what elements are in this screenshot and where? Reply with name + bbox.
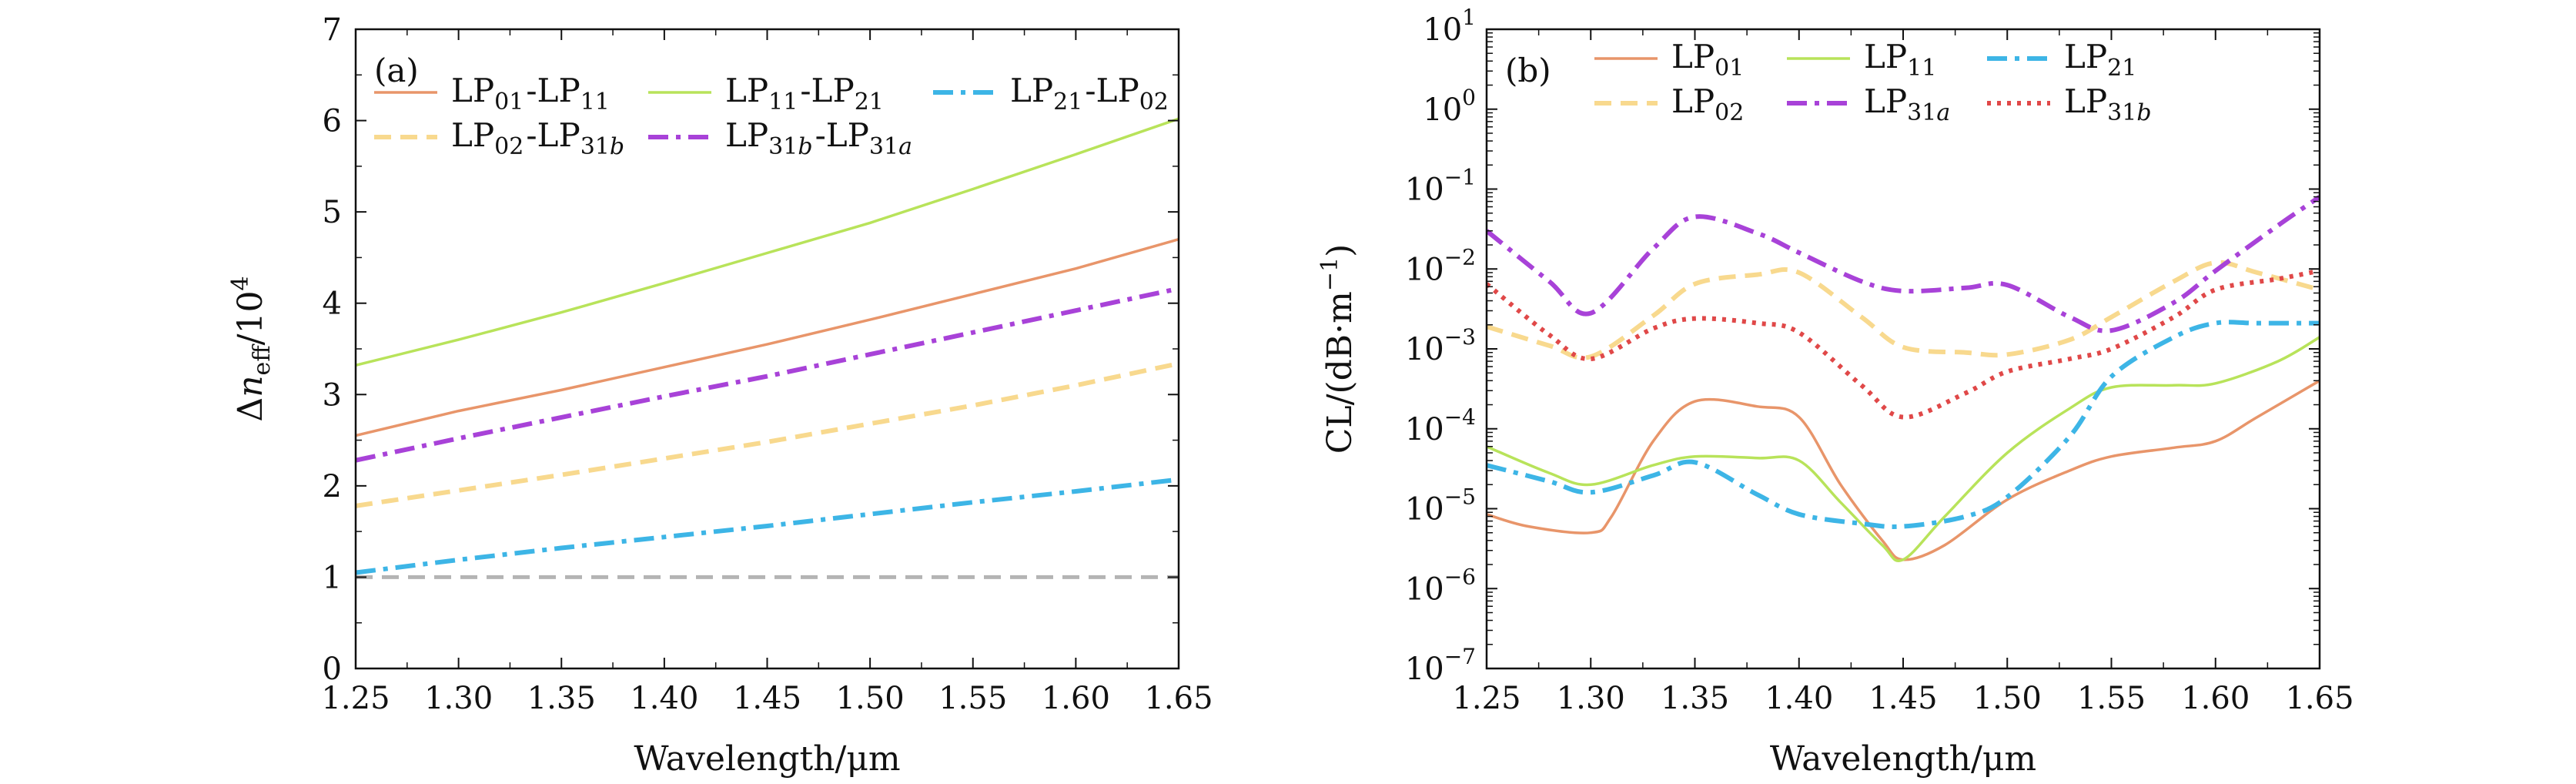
- x-tick-label: 1.60: [2181, 681, 2250, 716]
- series-line-lp31a: [1487, 195, 2320, 333]
- series-lp01-lp11-legend-label: LP01 -LP11: [451, 72, 612, 116]
- x-tick-label: 1.50: [1973, 681, 2042, 716]
- series-lp11-legend-label: LP11: [1864, 38, 1939, 82]
- panel-a: 1.25 1.30 1.35 1.40 1.45 1.50 1.55 1.60 1.65 0 1 2 3…: [227, 12, 1213, 779]
- x-tick-label: 1.55: [2077, 681, 2146, 716]
- y-axis-label: CL/(dB·m−1): [1316, 244, 1360, 454]
- x-tick-label: 1.55: [938, 681, 1007, 716]
- y-tick-label: 2: [323, 469, 342, 504]
- y-tick-label: 100: [1423, 85, 1476, 128]
- series-line-lp11-lp21: [356, 117, 1179, 367]
- legend: LP01 LP11 LP21 LP02 LP31a LP31b: [1594, 38, 2154, 126]
- series-lp31b-lp31a-legend-label: LP31b -LP31a: [725, 116, 915, 160]
- y-tick-label: 10−5: [1405, 484, 1476, 528]
- x-axis-label: Wavelength/μm: [634, 739, 900, 779]
- series-lp02-lp31b-legend-label: LP02 -LP31b: [451, 116, 627, 160]
- x-tick-label: 1.40: [630, 681, 698, 716]
- series-line-lp21-lp02: [356, 477, 1179, 575]
- x-tick-label: 1.30: [1557, 681, 1625, 716]
- x-tick-label: 1.35: [527, 681, 596, 716]
- x-tick-label: 1.25: [1452, 681, 1521, 716]
- series-line-lp01: [1487, 379, 2320, 561]
- y-tick-label: 5: [323, 195, 342, 230]
- y-axis-label: Δneff/104: [227, 276, 276, 421]
- panel-label: (a): [374, 52, 419, 89]
- series-lp11-lp21-legend-label: LP11 -LP21: [725, 72, 886, 116]
- legend: LP01 -LP11 LP11 -LP21 LP21 -LP02 LP02 -L…: [374, 72, 1171, 160]
- y-tick-label: 10−3: [1405, 324, 1476, 367]
- series-lp01-legend-label: LP01: [1671, 38, 1746, 82]
- y-tick-label: 10−2: [1405, 244, 1476, 287]
- series-lp31b-legend-label: LP31b: [2064, 82, 2154, 126]
- y-tick-label: 101: [1423, 5, 1476, 48]
- series-line-lp31b: [1487, 268, 2320, 420]
- x-tick-label: 1.45: [1868, 681, 1937, 716]
- y-tick-label: 6: [323, 104, 342, 139]
- series-line-lp01-lp11: [356, 238, 1179, 437]
- panel-label: (b): [1505, 52, 1551, 89]
- series-line-lp02-lp31b: [356, 361, 1179, 508]
- y-tick-label: 10−7: [1405, 644, 1476, 687]
- series-lp21-legend-label: LP21: [2064, 38, 2139, 82]
- x-tick-label: 1.50: [836, 681, 905, 716]
- y-tick-label: 10−1: [1405, 165, 1476, 208]
- series-lp02-legend-label: LP02: [1671, 82, 1746, 126]
- x-tick-label: 1.35: [1661, 681, 1729, 716]
- y-tick-label: 7: [323, 12, 342, 48]
- series-lp21-lp02-legend-label: LP21 -LP02: [1010, 72, 1171, 116]
- panel-b: 1.25 1.30 1.35 1.40 1.45 1.50 1.55 1.60 1.65 10−7…: [1316, 5, 2354, 779]
- x-tick-label: 1.65: [1144, 681, 1213, 716]
- series-line-lp02: [1487, 260, 2320, 360]
- x-tick-label: 1.45: [733, 681, 801, 716]
- y-tick-label: 10−4: [1405, 404, 1476, 447]
- y-tick-label: 3: [323, 377, 342, 413]
- x-axis-label: Wavelength/μm: [1770, 739, 2036, 779]
- x-tick-label: 1.25: [321, 681, 390, 716]
- x-tick-label: 1.30: [424, 681, 493, 716]
- y-tick-label: 4: [323, 286, 342, 322]
- x-tick-label: 1.65: [2285, 681, 2354, 716]
- series-line-lp31b-lp31a: [356, 286, 1179, 463]
- series-line-lp21: [1487, 320, 2320, 529]
- series-line-lp11: [1487, 336, 2320, 562]
- x-tick-label: 1.40: [1765, 681, 1833, 716]
- series-lp31a-legend-label: LP31a: [1864, 82, 1952, 126]
- y-tick-label: 1: [323, 560, 342, 595]
- y-tick-label: 0: [323, 652, 342, 687]
- x-tick-label: 1.60: [1042, 681, 1110, 716]
- y-tick-label: 10−6: [1405, 564, 1476, 607]
